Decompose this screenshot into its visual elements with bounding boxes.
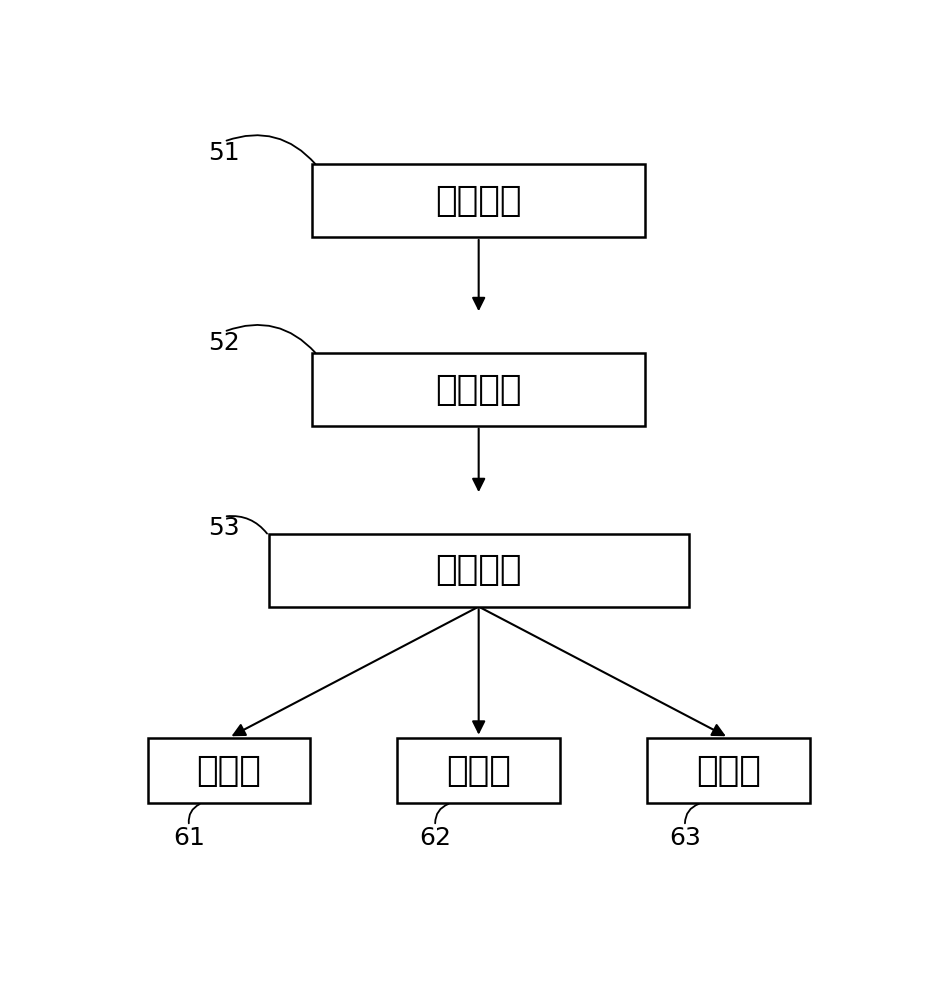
Bar (148, 738, 310, 803)
Text: 62: 62 (419, 826, 451, 850)
Bar (269, 534, 688, 607)
Text: 传输模块: 传输模块 (435, 553, 522, 587)
Bar (397, 738, 560, 803)
Text: 53: 53 (208, 516, 240, 540)
Bar (647, 738, 810, 803)
Text: 分析模块: 分析模块 (435, 372, 522, 406)
Text: 识别模块: 识别模块 (435, 184, 522, 218)
Text: 模式二: 模式二 (446, 754, 511, 788)
Text: 模式一: 模式一 (196, 754, 262, 788)
Text: 52: 52 (208, 331, 240, 355)
Bar (312, 164, 645, 237)
Text: 51: 51 (208, 141, 240, 165)
Text: 模式三: 模式三 (696, 754, 761, 788)
Text: 63: 63 (669, 826, 700, 850)
Text: 61: 61 (173, 826, 205, 850)
Bar (312, 353, 645, 426)
